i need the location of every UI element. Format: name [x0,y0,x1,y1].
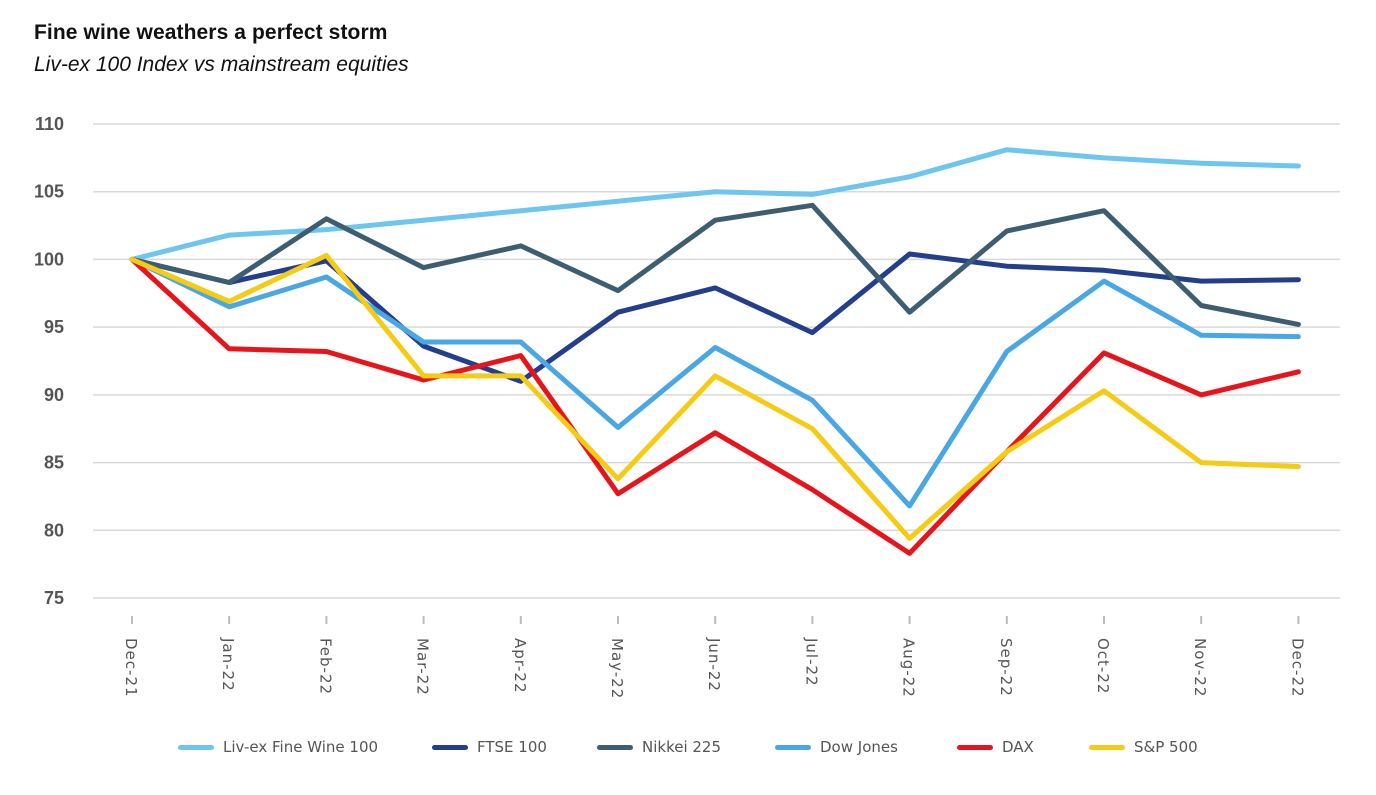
legend-swatch [1089,744,1125,750]
x-tick-label: Jan-22 [219,637,237,692]
chart-subtitle: Liv-ex 100 Index vs mainstream equities [34,53,409,76]
x-tick-label: Mar-22 [414,638,432,696]
x-tick-label: Oct-22 [1094,638,1112,694]
y-tick-label: 90 [44,385,64,405]
series-lines [129,147,1301,556]
y-tick-label: 85 [44,453,64,473]
x-tick-label: Dec-21 [122,638,140,698]
series-line-ftse-100 [129,251,1301,384]
x-tick-label: Nov-22 [1191,638,1209,697]
legend-label: Dow Jones [820,738,898,756]
series-line-s-p-500 [129,252,1301,541]
x-tick-label: Aug-22 [900,638,918,698]
y-tick-label: 80 [44,520,64,540]
x-tick-label: Sep-22 [997,638,1015,697]
x-tick-label: Jul-22 [802,637,820,687]
x-tick-label: Jun-22 [705,637,723,692]
x-tick-label: Feb-22 [316,638,334,695]
legend-item-s-p-500: S&P 500 [1089,736,1198,758]
y-axis-ticks: 75 80 85 90 95 100 105 110 [34,114,64,608]
y-tick-label: 75 [44,588,64,608]
x-tick-label: Apr-22 [511,638,529,694]
legend-item-dow-jones: Dow Jones [775,736,898,758]
x-tick-label: Dec-22 [1288,638,1306,698]
legend-swatch [597,744,633,750]
legend-label: DAX [1002,738,1034,756]
legend-item-dax: DAX [957,736,1034,758]
series-line-nikkei-225 [129,202,1301,327]
x-axis-ticks: Dec-21 Jan-22 Feb-22 Mar-22 Apr-22 May-22 Jun-… [122,616,1306,699]
y-tick-label: 110 [35,114,64,134]
legend-label: Liv-ex Fine Wine 100 [223,738,379,756]
legend-swatch [775,744,811,750]
legend-label: FTSE 100 [477,738,547,756]
y-tick-label: 95 [44,317,64,337]
x-tick-label: May-22 [608,638,626,699]
gridlines [93,123,1340,599]
series-line-dax [129,256,1301,556]
legend-label: S&P 500 [1134,738,1198,756]
legend-item-ftse-100: FTSE 100 [432,736,547,758]
chart-title: Fine wine weathers a perfect storm [34,21,388,44]
legend-item-nikkei-225: Nikkei 225 [597,736,721,758]
legend-label: Nikkei 225 [642,738,722,756]
series-line-dow-jones [129,256,1301,509]
legend: Liv-ex Fine Wine 100 FTSE 100 Nikkei 225 Do… [0,736,1376,760]
y-tick-label: 100 [34,249,64,269]
legend-swatch [432,744,468,750]
series-line-liv-ex-fine-wine-100 [129,147,1301,262]
legend-item-liv-ex-fine-wine-100: Liv-ex Fine Wine 100 [178,736,378,758]
legend-swatch [178,744,214,750]
y-tick-label: 105 [34,182,64,202]
legend-swatch [957,744,993,750]
